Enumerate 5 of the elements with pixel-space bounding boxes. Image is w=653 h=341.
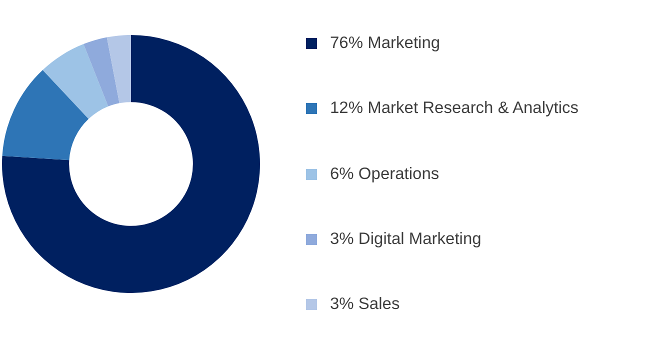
legend-label: 3% Digital Marketing [330,230,482,250]
legend-label: 76% Marketing [330,34,440,54]
legend-label: 6% Operations [330,164,440,184]
legend-label: 12% Market Research & Analytics [330,99,579,118]
legend-label: 3% Sales [330,295,400,314]
